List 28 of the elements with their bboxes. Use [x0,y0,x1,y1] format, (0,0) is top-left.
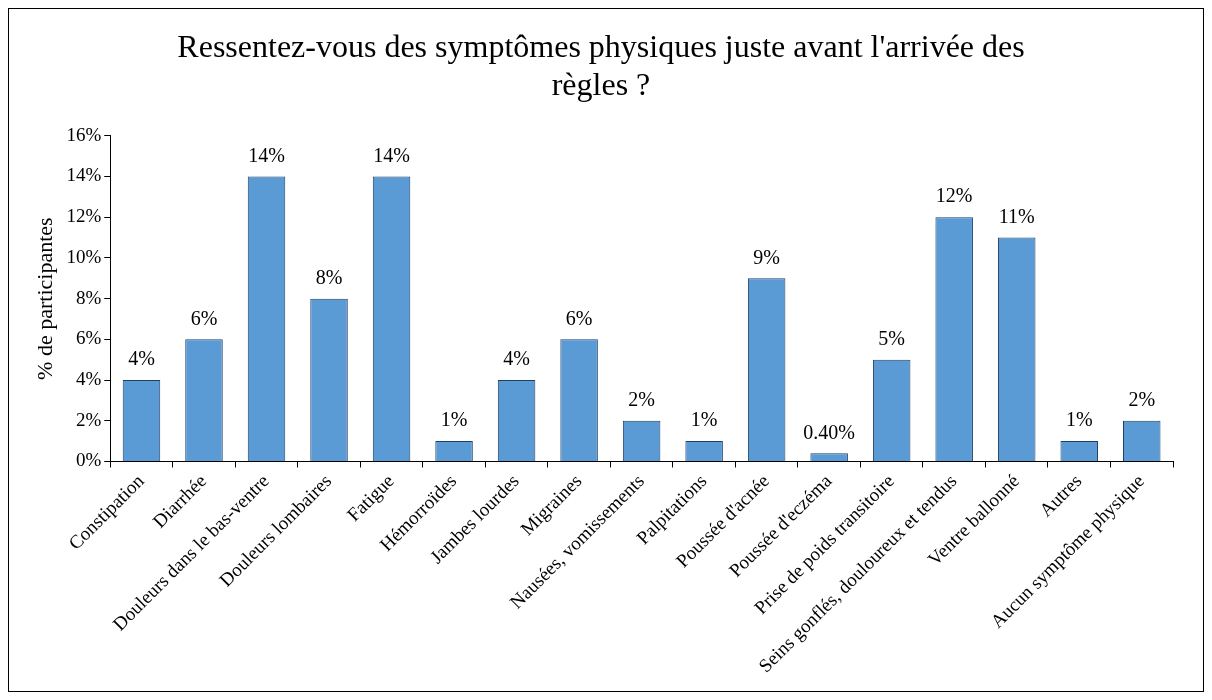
data-label: 5% [878,326,906,349]
data-label: 8% [315,265,343,288]
data-label: 14% [248,143,285,166]
data-label: 11% [998,204,1035,227]
y-tick-label: 16% [66,123,102,145]
data-label: 2% [1128,388,1156,410]
y-tick-label: 8% [75,286,102,308]
y-tick-label: 14% [66,164,102,186]
data-label: 4% [128,347,155,370]
data-label: 6% [190,306,218,329]
y-tick-label: 12% [66,205,102,227]
y-tick-label: 0% [75,449,102,471]
data-label: 4% [503,347,530,370]
y-tick-label: 10% [66,245,102,267]
data-label: 0.40% [803,420,855,443]
data-label: 1% [690,408,718,431]
y-tick-label: 4% [75,368,102,390]
data-label: 14% [373,143,410,166]
chart-title: Ressentez-vous des symptômes physiques juste avant l'arrivée des règles ? [177,27,1025,103]
y-axis-title: % de participantes [31,217,57,380]
data-label: 1% [440,408,468,431]
y-tick-label: 2% [75,408,102,430]
data-label: 6% [565,306,593,329]
data-label: 2% [628,388,655,410]
data-label: 9% [753,245,780,268]
y-tick-label: 6% [75,327,102,349]
data-label: 1% [1065,408,1093,431]
data-label: 12% [935,184,973,207]
